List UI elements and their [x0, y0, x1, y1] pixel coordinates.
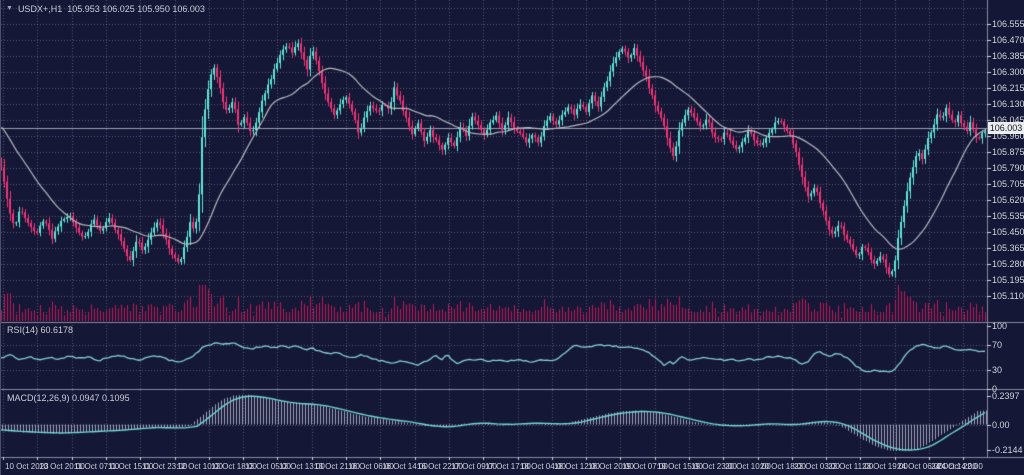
time-axis-label: 19 Oct 07:00: [622, 462, 668, 471]
time-axis-label: 13 Oct 05:00: [245, 462, 291, 471]
time-axis-label: 13 Oct 13:00: [279, 462, 325, 471]
time-axis-label: 24 Oct 06:00: [897, 462, 943, 471]
price-axis-label: 105.960: [992, 131, 1024, 141]
price-axis-label: 105.195: [992, 275, 1024, 285]
price-axis-label: 105.365: [992, 243, 1024, 253]
time-axis-label: 24 Oct 14:00: [931, 462, 977, 471]
price-axis-label: 106.555: [992, 19, 1024, 29]
time-axis-label: 10 Oct 2023: [5, 462, 49, 471]
price-axis-label: 106.385: [992, 51, 1024, 61]
time-axis-label: 16 Oct 14:00: [382, 462, 428, 471]
chart-dropdown-icon[interactable]: ▼: [6, 5, 13, 12]
price-axis-label: 106.470: [992, 35, 1024, 45]
rsi-indicator-label: RSI(14) 60.6178: [7, 325, 74, 335]
time-axis-label: 16 Oct 06:00: [348, 462, 394, 471]
time-axis-label: 23 Oct 03:00: [794, 462, 840, 471]
current-price-tag: 106.003: [988, 122, 1024, 134]
macd-axis-label: 0.00: [992, 420, 1010, 430]
time-axis-label: 10 Oct 20:00: [39, 462, 85, 471]
macd-axis-label: 0.2397: [992, 391, 1020, 401]
time-axis-label: 11 Oct 07:00: [74, 462, 120, 471]
price-axis-label: 106.045: [992, 115, 1024, 125]
time-axis-label: 11 Oct 15:00: [108, 462, 154, 471]
time-axis-label: 12 Oct 18:00: [211, 462, 257, 471]
time-axis-label: 24 Oct 22:00: [937, 462, 983, 471]
price-axis-label: 105.280: [992, 259, 1024, 269]
time-axis-label: 17 Oct 17:00: [485, 462, 531, 471]
time-axis-label: 18 Oct 12:00: [554, 462, 600, 471]
time-axis-label: 19 Oct 23:00: [691, 462, 737, 471]
price-axis-label: 105.450: [992, 227, 1024, 237]
rsi-axis-label: 100: [992, 321, 1008, 331]
macd-axis-label: -0.2144: [992, 445, 1023, 455]
price-axis-label: 105.790: [992, 163, 1024, 173]
symbol-period-label: USDX+,H1: [17, 3, 63, 14]
time-axis-label: 19 Oct 15:00: [657, 462, 703, 471]
rsi-axis-label: 30: [992, 365, 1003, 375]
rsi-axis-label: 0: [992, 384, 998, 394]
price-axis-label: 105.620: [992, 195, 1024, 205]
price-axis-label: 105.110: [992, 291, 1024, 301]
time-axis-label: 20 Oct 10:00: [725, 462, 771, 471]
time-axis-label: 12 Oct 10:00: [177, 462, 223, 471]
price-axis-label: 105.705: [992, 179, 1024, 189]
time-axis-label: 18 Oct 20:00: [588, 462, 634, 471]
time-axis-label: 13 Oct 21:00: [314, 462, 360, 471]
price-axis-label: 106.215: [992, 83, 1024, 93]
time-axis-label: 23 Oct 11:00: [828, 462, 874, 471]
ohlc-values-label: 105.953 106.025 105.950 106.003: [67, 3, 205, 14]
time-axis-label: 18 Oct 04:00: [520, 462, 566, 471]
time-axis-label: 20 Oct 18:00: [760, 462, 806, 471]
price-axis-label: 106.130: [992, 99, 1024, 109]
rsi-axis-label: 70: [992, 340, 1003, 350]
price-axis-label: 106.300: [992, 67, 1024, 77]
macd-indicator-label: MACD(12,26,9) 0.0947 0.1095: [7, 393, 130, 403]
price-axis-label: 105.535: [992, 211, 1024, 221]
time-axis-label: 11 Oct 23:00: [142, 462, 188, 471]
chart-title-bar: ▼ USDX+,H1 105.953 106.025 105.950 106.0…: [6, 3, 205, 14]
time-axis-label: 23 Oct 19:00: [862, 462, 908, 471]
price-axis-label: 105.875: [992, 147, 1024, 157]
time-axis-label: 17 Oct 09:00: [451, 462, 497, 471]
time-axis-label: 16 Oct 22:00: [417, 462, 463, 471]
